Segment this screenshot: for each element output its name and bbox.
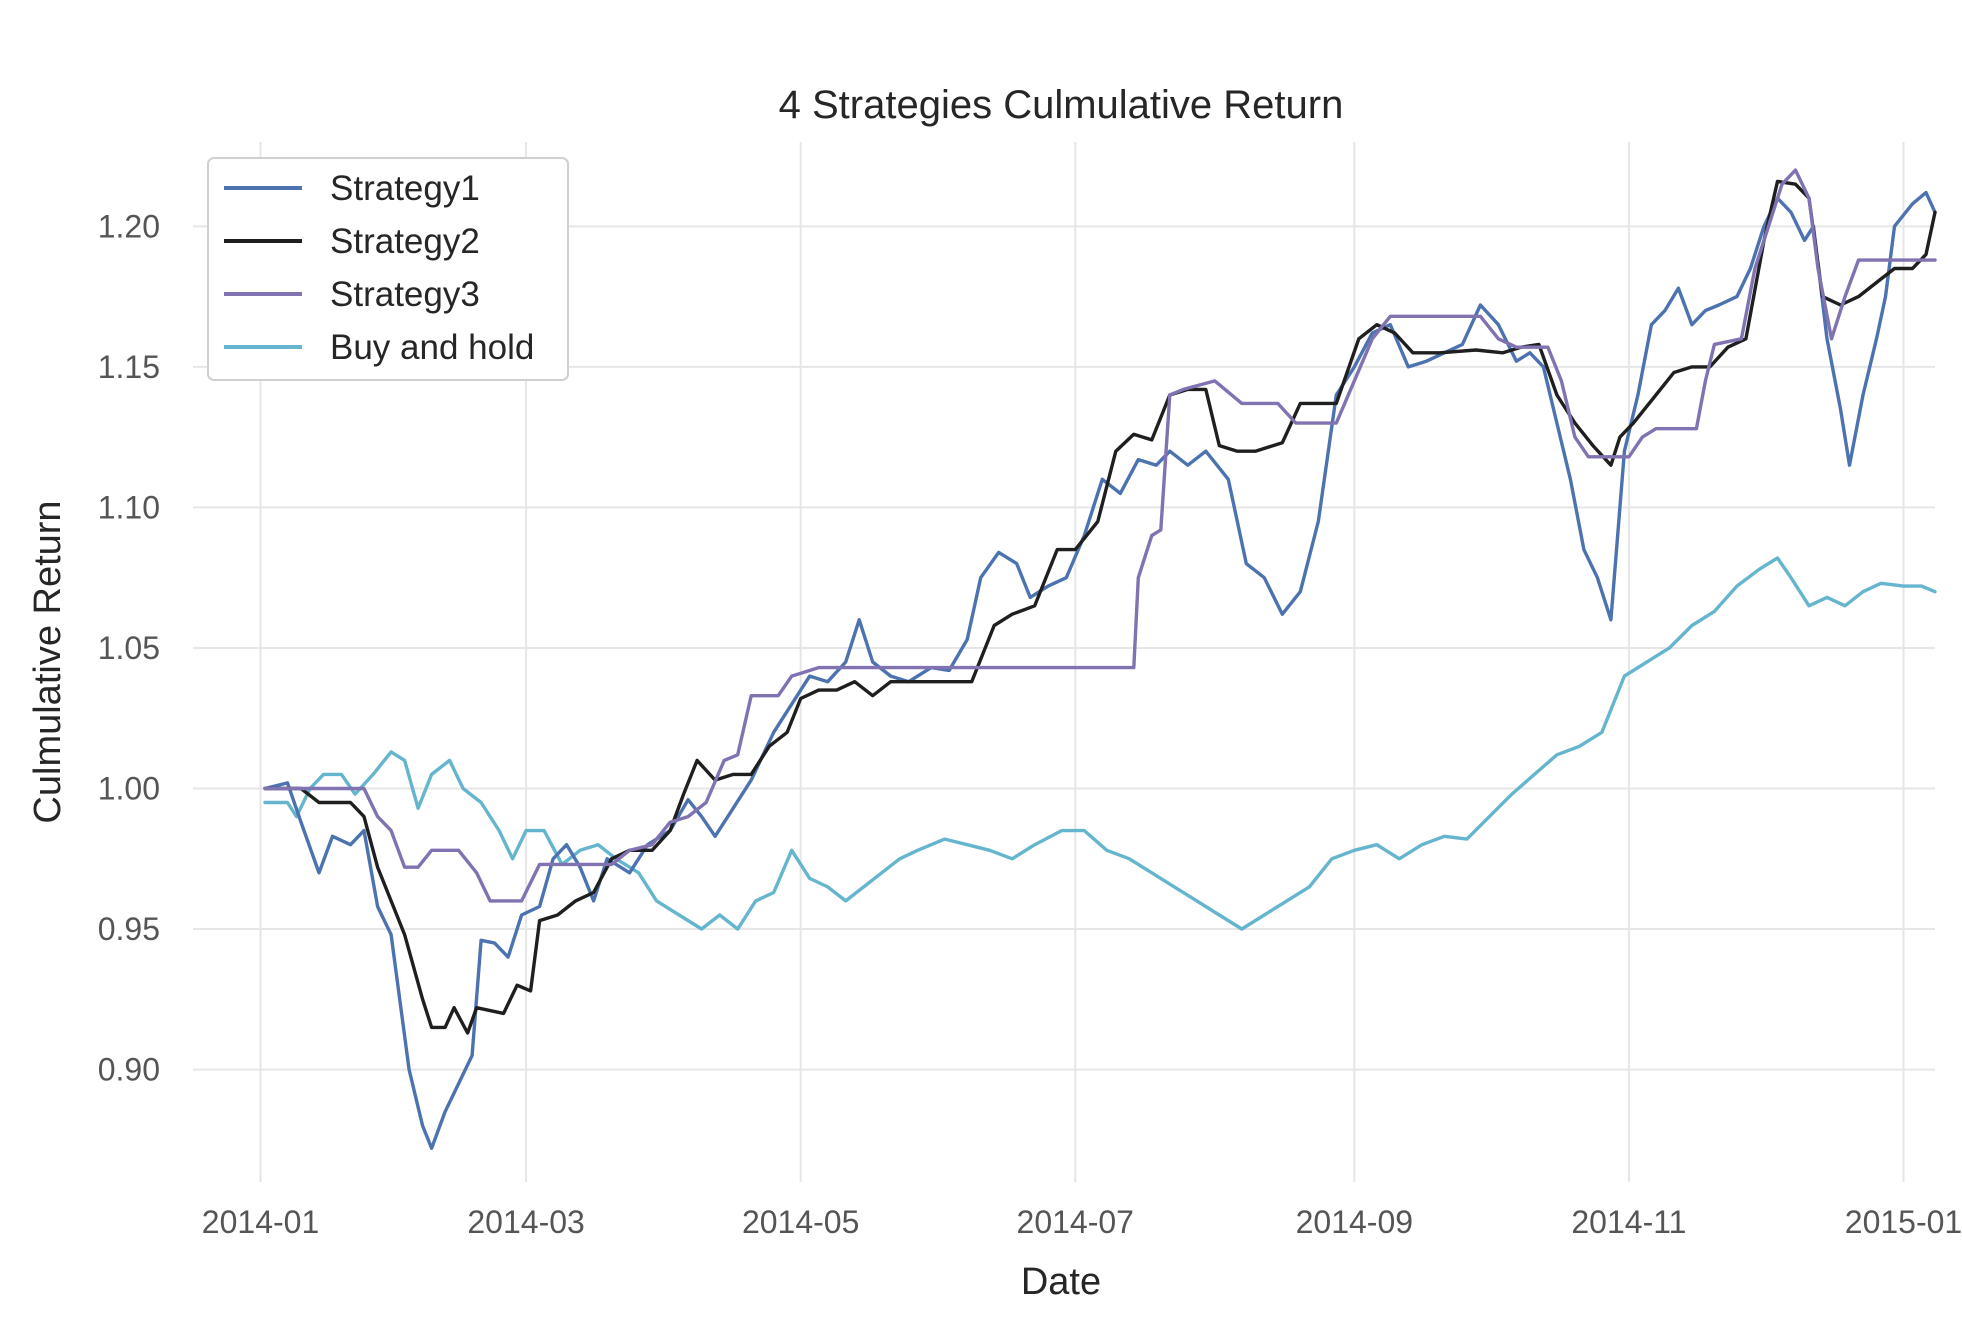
x-tick-label: 2015-01	[1845, 1204, 1962, 1240]
series-lines	[263, 168, 1937, 1150]
y-tick-label: 0.95	[98, 911, 160, 947]
y-axis-label: Culmulative Return	[27, 500, 69, 823]
series-line-strategy1	[263, 190, 1937, 1150]
x-tick-label: 2014-03	[467, 1204, 584, 1240]
series-line-strategy2	[263, 179, 1937, 1035]
series-line-strategy3	[263, 168, 1937, 903]
x-tick-label: 2014-01	[202, 1204, 319, 1240]
x-tick-label: 2014-11	[1571, 1204, 1686, 1240]
x-axis-ticks: 2014-01 2014-03 2014-05 2014-07 2014-09 2014-…	[202, 1204, 1962, 1240]
legend-label-strategy3: Strategy3	[330, 275, 480, 314]
x-tick-label: 2014-05	[742, 1204, 859, 1240]
y-tick-label: 1.15	[98, 349, 160, 385]
legend-box	[207, 157, 569, 381]
chart-title: 4 Strategies Culmulative Return	[779, 83, 1344, 127]
series-line-buy-and-hold	[263, 556, 1937, 931]
grid	[193, 142, 1935, 1182]
y-tick-label: 0.90	[98, 1052, 160, 1088]
y-tick-label: 1.00	[98, 770, 160, 806]
y-axis-ticks: 0.90 0.95 1.00 1.05 1.10 1.15 1.20	[98, 208, 160, 1087]
legend-label-strategy2: Strategy2	[330, 222, 480, 261]
x-tick-label: 2014-07	[1017, 1204, 1134, 1240]
legend: Strategy1 Strategy2 Strategy3 Buy and hold	[207, 157, 569, 381]
legend-label-strategy1: Strategy1	[330, 169, 480, 208]
y-tick-label: 1.10	[98, 489, 160, 525]
x-axis-label: Date	[1021, 1261, 1101, 1303]
legend-label-buy-and-hold: Buy and hold	[330, 328, 534, 367]
x-tick-label: 2014-09	[1296, 1204, 1413, 1240]
y-tick-label: 1.20	[98, 208, 160, 244]
y-tick-label: 1.05	[98, 630, 160, 666]
